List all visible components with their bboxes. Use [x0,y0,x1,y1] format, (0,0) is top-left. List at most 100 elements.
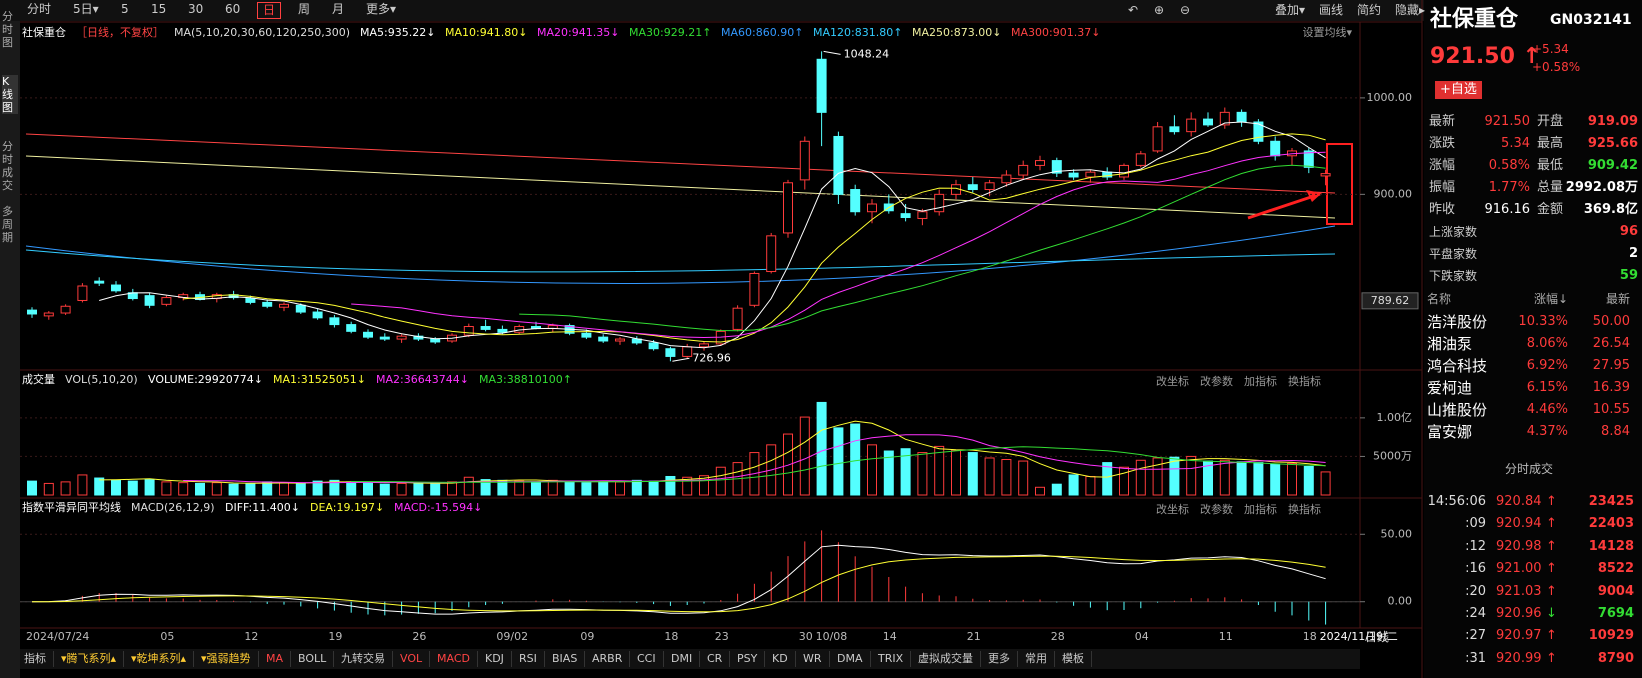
stat-value: 369.8亿 [1583,202,1638,217]
indicator-tab[interactable]: MACD [437,651,478,667]
toolbar-button[interactable]: 更多▾ [366,2,397,16]
sidebar-tab[interactable]: 分时图 [2,10,13,49]
indicator-tab[interactable]: MA [266,651,292,667]
tick-time: :09 [1465,516,1486,532]
candle-body [1270,140,1281,157]
toolbar-icon[interactable]: ⊕ [1154,3,1165,17]
indicator-tab[interactable]: KD [772,651,796,667]
indicator-tab[interactable]: CCI [637,651,664,667]
panel-button[interactable]: 改坐标 [1156,375,1189,388]
indicator-tab[interactable]: ▾乾坤系列▴ [131,651,195,667]
indicator-tab[interactable]: DMA [837,651,871,667]
indicator-tab[interactable]: 虚拟成交量 [918,651,981,667]
indicator-tab[interactable]: TRIX [878,651,912,667]
panel-button[interactable]: 换指标 [1288,375,1321,388]
indicator-tab[interactable]: CR [707,651,731,667]
list-header: 最新 [1605,292,1630,306]
indicator-tab[interactable]: RSI [519,651,545,667]
candle-body [1236,111,1247,123]
indicator-tab[interactable]: ▾腾飞系列▴ [61,651,125,667]
volume-bar [1219,459,1230,496]
list-name[interactable]: 爱柯迪 [1427,379,1473,397]
list-name[interactable]: 湘油泵 [1427,335,1473,353]
volume-bar [715,466,726,496]
indicator-tab[interactable]: ▾强弱趋势 [201,651,259,667]
stock-change-pct: +0.58% [1532,60,1581,74]
stat-value: 919.09 [1587,114,1638,129]
panel-button[interactable]: 换指标 [1288,503,1321,516]
y-tick-label: 1000.00 [1367,91,1413,104]
indicator-tab[interactable]: BOLL [298,651,335,667]
panel-button[interactable]: 改参数 [1200,503,1233,516]
watch-button[interactable]: +自选 [1435,81,1482,99]
indicator-tab[interactable]: ARBR [592,651,631,667]
volume-bar [1102,462,1113,496]
toolbar-icon[interactable]: ⊖ [1180,3,1191,17]
toolbar-button[interactable]: 分时 [27,2,52,16]
list-name[interactable]: 山推股份 [1427,401,1488,419]
candle-body [799,140,810,181]
candle-body [1219,111,1230,126]
indicator-tab[interactable]: KDJ [485,651,512,667]
toolbar-button[interactable]: 叠加▾ [1275,3,1306,17]
panel-button[interactable]: 改参数 [1200,375,1233,388]
y-tick-label: 0.00 [1388,595,1413,608]
indicator-tab[interactable]: 九转交易 [341,651,393,667]
toolbar-button[interactable]: 5日▾ [73,2,99,16]
toolbar-button[interactable]: 月 [332,2,345,16]
toolbar-button[interactable]: 画线 [1319,3,1344,17]
breadth-value: 96 [1619,224,1638,239]
indicator-tab[interactable]: WR [803,651,830,667]
indicator-tab[interactable]: 指标 [24,651,54,667]
label: 振幅 [1429,180,1456,195]
tick-time: :27 [1465,628,1486,644]
sidebar-tab[interactable]: 分时成交 [2,140,13,192]
toolbar-button[interactable]: 日 [257,2,282,19]
volume-bar [211,482,222,496]
list-name[interactable]: 富安娜 [1427,423,1473,441]
tick-direction: ↑ [1546,538,1557,554]
panel-button[interactable]: 加指标 [1244,375,1277,388]
volume-bar [43,482,54,496]
toolbar-button[interactable]: 隐藏▸ [1395,3,1426,17]
candle-body [346,324,357,332]
list-price: 26.54 [1592,336,1630,351]
indicator-tab[interactable]: BIAS [552,651,586,667]
volume-bar [346,481,357,496]
indicator-tab[interactable]: PSY [737,651,766,667]
label: 总量 [1537,180,1564,195]
volume-bar [1135,459,1146,496]
indicator-tab[interactable]: DMI [671,651,701,667]
list-price: 16.39 [1592,380,1630,395]
panel-button[interactable]: 加指标 [1244,503,1277,516]
label: MACD(26,12,9) [131,501,215,514]
candle-body [262,301,273,307]
toolbar-button[interactable]: 简约 [1357,3,1382,17]
toolbar-button[interactable]: 60 [225,2,241,16]
highlight-arrow [1247,192,1321,220]
panel-button[interactable]: 改坐标 [1156,503,1189,516]
list-name[interactable]: 鸿合科技 [1427,357,1488,375]
list-name[interactable]: 浩洋股份 [1427,313,1488,331]
toolbar-button[interactable]: 周 [298,2,311,16]
indicator-tab[interactable]: VOL [400,651,431,667]
volume-bar [1236,461,1247,496]
indicator-tab[interactable]: 更多 [988,651,1018,667]
candle-body [396,335,407,340]
volume-bar [581,482,592,496]
sidebar-tab[interactable]: K线图 [2,75,18,114]
toolbar-icon[interactable]: ↶ [1128,3,1139,17]
volume-bar [1085,475,1096,496]
sidebar-tab[interactable]: 多周期 [2,205,13,244]
toolbar-button[interactable]: 30 [188,2,204,16]
label: MA10:941.80↓ [445,26,528,39]
toolbar-button[interactable]: 5 [121,2,129,16]
indicator-tab[interactable]: 模板 [1062,651,1092,667]
indicator-tab[interactable]: 常用 [1025,651,1055,667]
label: MA300:901.37↓ [1011,26,1101,39]
stat-value: 909.42 [1587,158,1638,173]
low-pointer [672,357,690,362]
label: 社保重仓 [22,26,66,39]
volume-ma-line [351,446,1326,483]
toolbar-button[interactable]: 15 [151,2,167,16]
